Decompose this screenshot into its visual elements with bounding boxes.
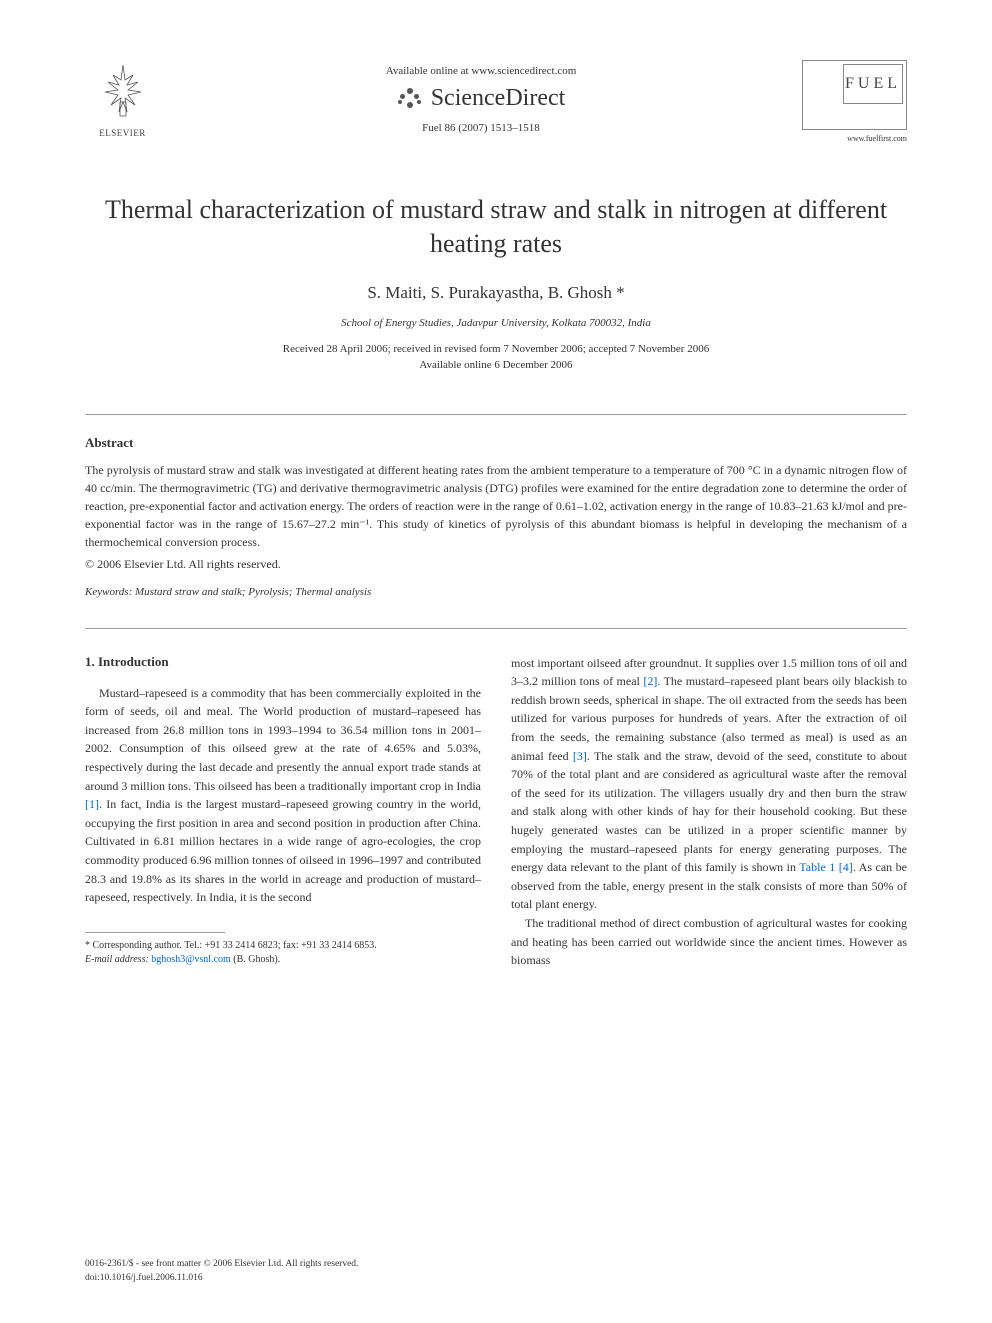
abstract-heading: Abstract [85,435,907,451]
body-columns: 1. Introduction Mustard–rapeseed is a co… [85,654,907,970]
table-link-1[interactable]: Table 1 [799,860,835,874]
fuel-logo-block: FUEL www.fuelfirst.com [802,60,907,143]
divider-bottom [85,628,907,629]
online-date: Available online 6 December 2006 [419,359,572,371]
footer-line-1: 0016-2361/$ - see front matter © 2006 El… [85,1259,358,1269]
keywords-text: Mustard straw and stalk; Pyrolysis; Ther… [135,586,371,598]
ref-link-3[interactable]: [3] [573,749,587,763]
divider-top [85,414,907,415]
page-header: ELSEVIER Available online at www.science… [85,60,907,143]
abstract-text: The pyrolysis of mustard straw and stalk… [85,461,907,551]
sciencedirect-brand: ScienceDirect [160,85,802,112]
article-affiliation: School of Energy Studies, Jadavpur Unive… [85,317,907,329]
email-link[interactable]: bghosh3@vsnl.com [151,954,231,965]
received-date: Received 28 April 2006; received in revi… [283,343,709,355]
intro-heading: 1. Introduction [85,654,481,670]
email-author: (B. Ghosh). [233,954,280,965]
article-authors: S. Maiti, S. Purakayastha, B. Ghosh * [85,283,907,303]
intro-para-left: Mustard–rapeseed is a commodity that has… [85,684,481,907]
article-dates: Received 28 April 2006; received in revi… [85,341,907,374]
corresponding-text: * Corresponding author. Tel.: +91 33 241… [85,940,377,951]
ref-link-4[interactable]: [4] [835,860,853,874]
article-title: Thermal characterization of mustard stra… [85,193,907,261]
journal-reference: Fuel 86 (2007) 1513–1518 [160,122,802,134]
intro-para-right-2: The traditional method of direct combust… [511,914,907,970]
elsevier-tree-icon [93,60,153,120]
ref-link-1[interactable]: [1] [85,797,99,811]
footnote-divider [85,932,225,933]
fuel-label: FUEL [843,64,903,104]
fuel-url: www.fuelfirst.com [802,134,907,143]
sciencedirect-icon [397,86,423,112]
elsevier-logo: ELSEVIER [85,60,160,138]
elsevier-label: ELSEVIER [85,128,160,138]
ref-link-2[interactable]: [2] [643,674,657,688]
corresponding-footnote: * Corresponding author. Tel.: +91 33 241… [85,939,481,967]
page-footer: 0016-2361/$ - see front matter © 2006 El… [85,1258,358,1285]
sciencedirect-label: ScienceDirect [431,85,566,112]
column-right: most important oilseed after groundnut. … [511,654,907,970]
keywords-line: Keywords: Mustard straw and stalk; Pyrol… [85,586,907,598]
center-header: Available online at www.sciencedirect.co… [160,60,802,134]
intro-para-right-1: most important oilseed after groundnut. … [511,654,907,914]
email-label: E-mail address: [85,954,149,965]
column-left: 1. Introduction Mustard–rapeseed is a co… [85,654,481,970]
available-online-text: Available online at www.sciencedirect.co… [160,65,802,77]
footer-line-2: doi:10.1016/j.fuel.2006.11.016 [85,1273,203,1283]
keywords-label: Keywords: [85,586,132,598]
abstract-copyright: © 2006 Elsevier Ltd. All rights reserved… [85,557,907,572]
